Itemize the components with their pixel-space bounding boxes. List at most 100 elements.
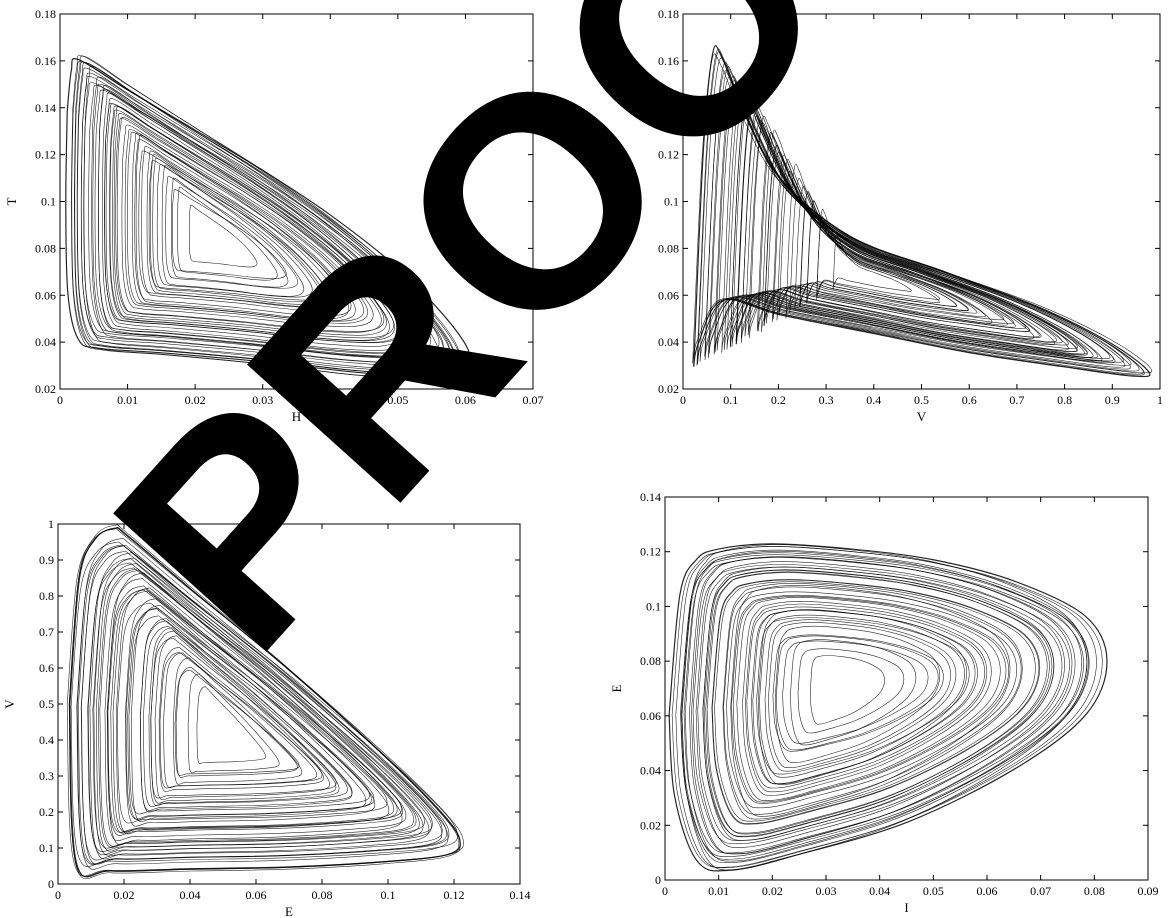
trajectory-line <box>112 590 395 832</box>
trajectory-line <box>80 76 444 364</box>
trajectory-line <box>726 87 1094 358</box>
trajectory-line <box>675 545 1097 869</box>
trajectory-line <box>149 154 325 305</box>
trajectory-line <box>125 608 375 820</box>
x-tick-label: 0.04 <box>320 393 341 407</box>
trajectory-line <box>99 570 415 847</box>
x-tick-label: 0.04 <box>180 888 201 902</box>
trajectory-line <box>797 648 905 734</box>
trajectory-line <box>775 635 939 751</box>
trajectory-line <box>732 595 1007 803</box>
x-tick-label: 0.01 <box>708 884 729 898</box>
trajectory-line <box>143 626 348 807</box>
x-tick-label: 0.12 <box>444 888 465 902</box>
x-axis-label: E <box>285 904 293 918</box>
y-tick-label: 0.04 <box>35 335 56 349</box>
trajectory-line <box>80 550 443 861</box>
x-tick-label: 0.07 <box>1030 884 1051 898</box>
x-tick-label: 0 <box>662 884 668 898</box>
trajectory-line <box>729 92 1088 356</box>
trajectory-line <box>92 567 425 849</box>
trajectory-line <box>127 132 365 322</box>
trajectory-line <box>154 635 330 801</box>
trajectory-line <box>731 594 1010 804</box>
y-tick-label: 0.12 <box>35 148 56 162</box>
y-tick-label: 0.8 <box>39 589 54 603</box>
watermark-text: PROOF <box>51 0 1014 709</box>
y-tick-label: 0.02 <box>658 382 679 396</box>
trajectory-line <box>741 104 1069 351</box>
trajectory-line <box>816 208 940 303</box>
trajectory-line <box>703 569 1053 838</box>
panel-1: 0 0.01 0.02 0.03 0.04 0.05 0.06 0.07 0.02 0.04 0.0… <box>4 7 544 424</box>
trajectory-line <box>71 55 461 379</box>
x-tick-label: 0.09 <box>1138 884 1159 898</box>
trajectory-line <box>138 150 345 308</box>
x-tick-label: 0.1 <box>723 393 738 407</box>
trajectory-line <box>758 132 1040 338</box>
trajectory-line <box>707 66 1126 368</box>
x-tick-label: 0.06 <box>246 888 267 902</box>
trajectory-line <box>696 48 1145 376</box>
x-tick-label: 1 <box>1157 393 1163 407</box>
y-tick-label: 0.04 <box>640 764 661 778</box>
y-tick-label: 0.06 <box>35 288 56 302</box>
x-tick-label: 0.01 <box>117 393 138 407</box>
x-tick-label: 0.3 <box>819 393 834 407</box>
x-tick-label: 0.7 <box>1009 393 1024 407</box>
x-tick-label: 0.03 <box>816 884 837 898</box>
trajectory-line <box>116 117 382 333</box>
y-tick-label: 0.5 <box>39 697 54 711</box>
x-tick-label: 0.08 <box>312 888 333 902</box>
y-tick-label: 0.7 <box>39 625 54 639</box>
x-axis-label: I <box>904 900 908 915</box>
trajectory-line <box>693 45 1151 378</box>
trajectory-line <box>175 666 298 778</box>
y-tick-label: 0.1 <box>39 841 54 855</box>
y-tick-label: 0.06 <box>658 288 679 302</box>
trajectory-line <box>117 602 388 824</box>
trajectory-line <box>711 579 1041 825</box>
trajectory-line <box>170 177 289 288</box>
trajectory-line <box>159 652 323 789</box>
x-tick-label: 0 <box>680 393 686 407</box>
trajectory-line <box>723 586 1022 815</box>
trajectory-line <box>128 615 370 815</box>
trajectory-line <box>93 557 424 856</box>
trajectory-line <box>187 673 280 774</box>
y-tick-label: 0.18 <box>658 7 679 21</box>
x-tick-label: 0.8 <box>1057 393 1072 407</box>
watermark: PROOF <box>51 0 1014 709</box>
y-axis-label: T <box>4 197 19 205</box>
x-tick-label: 0.1 <box>381 888 396 902</box>
trajectory-line <box>680 549 1089 864</box>
trajectory-line <box>832 233 912 292</box>
y-tick-label: 0.02 <box>35 382 56 396</box>
trajectory-line <box>152 157 321 303</box>
trajectory-line <box>156 164 313 298</box>
trajectory-line <box>83 82 440 359</box>
x-tick-label: 0.03 <box>252 393 273 407</box>
y-axis-label: V <box>2 699 17 709</box>
trajectory-line <box>88 85 431 357</box>
y-tick-label: 0.18 <box>35 7 56 21</box>
trajectory-line <box>196 686 266 765</box>
trajectory-line <box>684 550 1083 862</box>
trajectory-line <box>782 640 929 744</box>
trajectory-line <box>134 139 352 317</box>
trajectory-line <box>772 634 944 752</box>
trajectory-line <box>87 558 432 856</box>
trajectory-line <box>113 113 387 336</box>
x-tick-label: 0.06 <box>455 393 476 407</box>
trajectory-line <box>177 186 278 281</box>
y-tick-label: 0.14 <box>640 490 661 504</box>
trajectory-line <box>789 177 987 317</box>
x-axis-label: H <box>292 409 301 424</box>
trajectory-line <box>697 566 1063 841</box>
trajectory-line <box>104 98 404 347</box>
trajectory-line <box>150 630 337 804</box>
x-tick-label: 0.05 <box>923 884 944 898</box>
panel-2: 0 0.1 0.2 0.3 0.4 0.5 0.6 0.7 0.8 0.9 1 0.02 0.04 0.0… <box>627 7 1163 424</box>
trajectory-line <box>776 159 1008 326</box>
trajectory-line <box>105 103 401 343</box>
